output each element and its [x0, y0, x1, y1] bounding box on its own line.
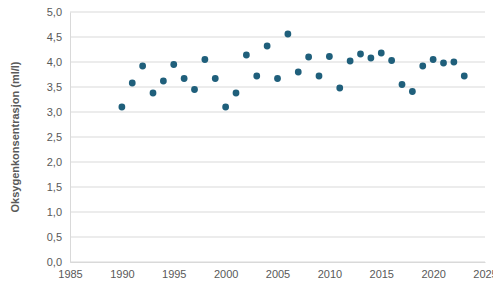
point: [316, 73, 323, 80]
point: [461, 73, 468, 80]
y-tick-label: 0,5: [47, 231, 62, 243]
x-tick: 2015: [370, 262, 394, 280]
y-tick-label: 2,5: [47, 131, 62, 143]
plot: 0,0 0,5 1,0 1,5 2,0 2,5 3,0 3,5 4,0 4,5 5,0 1985 199…: [47, 6, 493, 280]
y-tick-label: 3,5: [47, 81, 62, 93]
point: [284, 31, 291, 38]
y-tick-label: 1,5: [47, 181, 62, 193]
chart: 0,0 0,5 1,0 1,5 2,0 2,5 3,0 3,5 4,0 4,5 5,0 1985 199…: [0, 0, 493, 290]
y-axis-title: Oksygenkonsentrasjon (ml/l): [9, 61, 21, 212]
x-axis: 1985 1990 1995 2000 2005 2010 2015 2020 2025: [58, 262, 493, 280]
grid: [70, 12, 485, 262]
x-tick-label: 2015: [370, 268, 394, 280]
point: [191, 86, 198, 93]
y-tick: 4,5: [47, 31, 70, 43]
x-tick-label: 1990: [110, 268, 134, 280]
point: [160, 78, 167, 85]
point: [295, 69, 302, 76]
point: [212, 75, 219, 82]
point: [233, 90, 240, 97]
point: [274, 75, 281, 82]
points: [118, 31, 467, 111]
x-tick-label: 1985: [58, 268, 82, 280]
y-tick-label: 3,0: [47, 106, 62, 118]
point: [222, 104, 229, 111]
x-tick: 2020: [421, 262, 445, 280]
point: [253, 73, 260, 80]
grid-line: [70, 87, 485, 88]
grid-line: [70, 12, 485, 13]
x-tick-label: 2025: [473, 268, 493, 280]
grid-line: [70, 212, 485, 213]
point: [399, 81, 406, 88]
point: [181, 75, 188, 82]
y-tick: 1,0: [47, 206, 70, 218]
y-tick: 3,5: [47, 81, 70, 93]
point: [264, 43, 271, 50]
y-tick: 3,0: [47, 106, 70, 118]
y-tick-label: 4,0: [47, 56, 62, 68]
y-tick-label: 1,0: [47, 206, 62, 218]
y-tick-label: 2,0: [47, 156, 62, 168]
x-tick-label: 2020: [421, 268, 445, 280]
point: [388, 57, 395, 64]
x-tick-label: 1995: [162, 268, 186, 280]
y-tick: 4,0: [47, 56, 70, 68]
y-tick: 5,0: [47, 6, 70, 18]
x-tick: 1990: [110, 262, 134, 280]
y-tick: 2,0: [47, 156, 70, 168]
y-tick-label: 4,5: [47, 31, 62, 43]
y-tick: 0,5: [47, 231, 70, 243]
point: [326, 53, 333, 60]
y-tick: 0,0: [47, 256, 70, 268]
grid-line: [70, 187, 485, 188]
point: [129, 80, 136, 87]
y-tick: 2,5: [47, 131, 70, 143]
grid-line: [70, 62, 485, 63]
grid-line: [70, 112, 485, 113]
point: [243, 52, 250, 59]
point: [118, 104, 125, 111]
grid-line: [70, 162, 485, 163]
x-tick: 2025: [473, 262, 493, 280]
point: [201, 56, 208, 63]
point: [347, 58, 354, 65]
x-tick-label: 2000: [214, 268, 238, 280]
x-tick: 1995: [162, 262, 186, 280]
point: [336, 85, 343, 92]
y-tick-label: 0,0: [47, 256, 62, 268]
point: [430, 56, 437, 63]
point: [440, 60, 447, 67]
point: [378, 50, 385, 57]
grid-line: [70, 237, 485, 238]
y-axis: 0,0 0,5 1,0 1,5 2,0 2,5 3,0 3,5 4,0 4,5 5,0: [47, 6, 71, 268]
point: [450, 59, 457, 66]
point: [419, 63, 426, 70]
point: [357, 51, 364, 58]
point: [170, 61, 177, 68]
x-tick: 1985: [58, 262, 82, 280]
x-tick: 2000: [214, 262, 238, 280]
x-tick-label: 2010: [318, 268, 342, 280]
y-axis-line: [70, 13, 71, 263]
x-tick-label: 2005: [266, 268, 290, 280]
grid-line: [70, 137, 485, 138]
x-tick: 2005: [266, 262, 290, 280]
x-tick: 2010: [318, 262, 342, 280]
y-tick: 1,5: [47, 181, 70, 193]
point: [139, 63, 146, 70]
point: [150, 90, 157, 97]
point: [305, 54, 312, 61]
y-tick-label: 5,0: [47, 6, 62, 18]
point: [367, 55, 374, 62]
grid-line: [70, 37, 485, 38]
x-axis-line: [71, 262, 486, 263]
grid-line: [70, 262, 485, 263]
point: [409, 88, 416, 95]
